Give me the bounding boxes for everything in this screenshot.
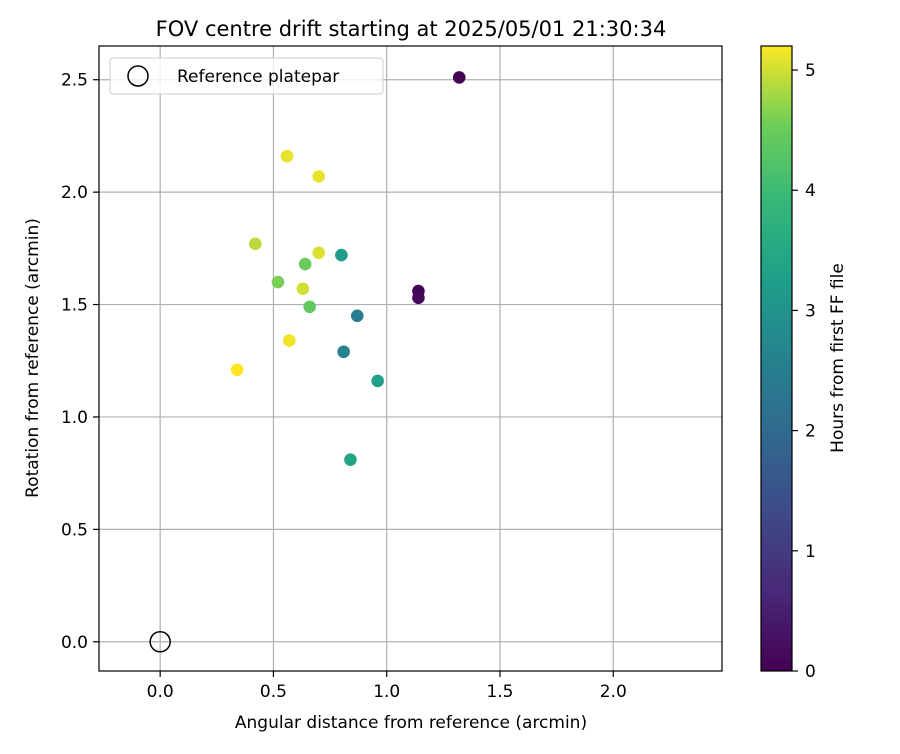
legend-label: Reference platepar [177,67,339,87]
colorbar-frame [760,45,793,672]
y-tick-label: 1.0 [61,408,88,428]
colorbar-gradient [761,46,792,671]
colorbar-tick-label: 0 [805,662,816,682]
y-tick-label: 0.0 [61,633,88,653]
colorbar-tick-label: 1 [805,542,816,562]
data-point [335,248,348,262]
colorbar-ticks: 0 1 2 3 4 5 [792,61,816,682]
x-tick-label: 1.5 [486,682,513,702]
y-tick-label: 2.0 [61,183,88,203]
data-point [230,363,244,377]
data-point [296,282,310,296]
y-tick-label: 1.5 [61,296,88,316]
colorbar-tick-label: 3 [805,301,816,321]
x-tick-label: 2.0 [600,682,627,702]
data-point [344,453,357,466]
colorbar-tick-label: 5 [805,61,816,81]
legend-box [109,57,384,95]
x-tick-label: 0.5 [260,682,287,702]
plot-frame [98,45,723,672]
data-point [282,334,296,347]
chart-title: FOV centre drift starting at 2025/05/01 … [156,17,667,41]
data-point [371,374,384,388]
colorbar-tick-label: 2 [805,422,816,442]
axes: 0.0 0.5 1.0 1.5 2.0 0.0 0.5 1.0 1.5 2.0 2.5 [61,71,627,702]
data-point [298,257,312,271]
data-point [337,345,350,359]
x-tick-label: 0.0 [147,682,174,702]
plot-background [99,46,722,671]
y-tick-label: 2.5 [61,71,88,91]
reference-platepar-marker [149,631,171,653]
colorbar-label: Hours from first FF file [828,263,848,453]
x-axis-label: Angular distance from reference (arcmin) [235,713,587,733]
data-points [149,71,466,653]
data-point [249,237,262,251]
data-point [312,246,326,260]
legend: Reference platepar [109,57,384,95]
data-point [280,149,294,163]
colorbar-tick-label: 4 [805,181,816,201]
y-tick-label: 0.5 [61,520,88,540]
y-axis-label: Rotation from reference (arcmin) [23,218,43,498]
data-point [452,71,466,84]
legend-open-circle-marker [127,65,149,87]
data-point [350,309,364,323]
data-point [312,170,326,183]
data-point [271,275,285,289]
colorbar: 0 1 2 3 4 5 Hours from first FF file [760,45,848,682]
x-tick-label: 1.0 [373,682,400,702]
data-point [303,300,316,314]
data-point [412,291,425,305]
